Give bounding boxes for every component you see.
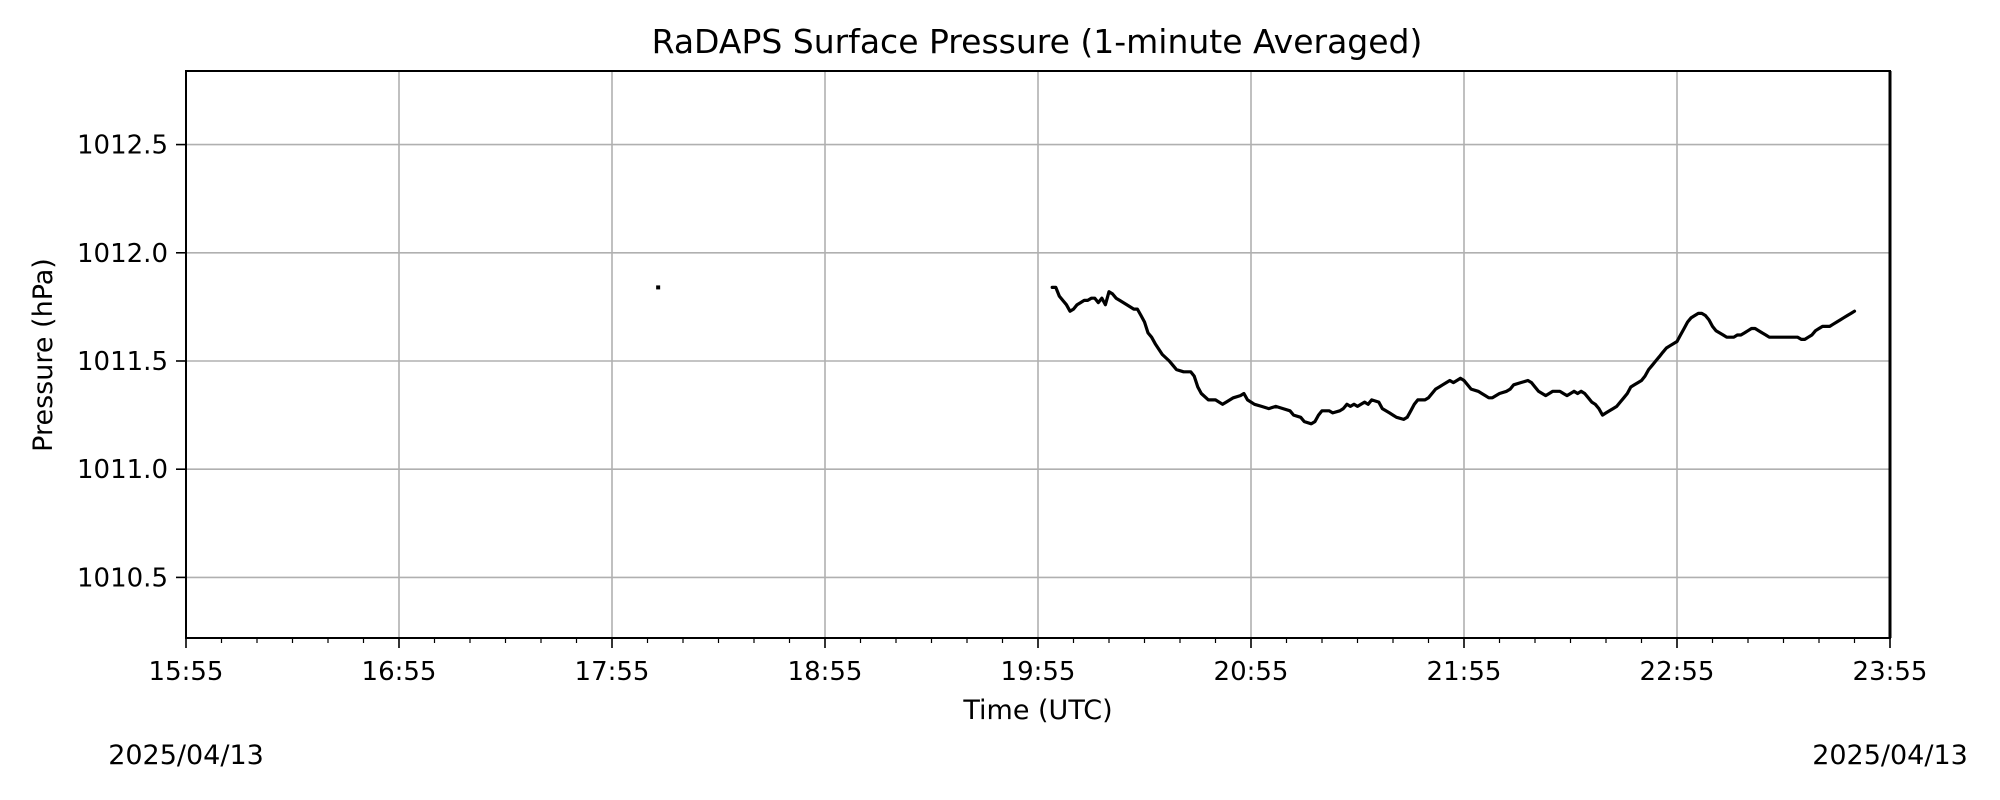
chart-title: RaDAPS Surface Pressure (1-minute Averag… — [652, 22, 1423, 61]
y-axis-label: Pressure (hPa) — [28, 258, 59, 452]
y-axis: 1010.5 1011.0 1011.5 1012.0 1012.5 — [77, 131, 186, 593]
x-axis: 15:55 16:55 17:55 18:55 19:55 20:55 21:55 22:55… — [149, 638, 1928, 687]
x-tick-label: 23:55 — [1853, 657, 1928, 687]
y-tick-label: 1010.5 — [77, 563, 168, 593]
x-tick-label: 20:55 — [1214, 657, 1289, 687]
y-tick-label: 1012.5 — [77, 131, 168, 161]
x-tick-label: 21:55 — [1427, 657, 1502, 687]
y-tick-label: 1011.5 — [77, 347, 168, 377]
x-tick-label: 19:55 — [1001, 657, 1076, 687]
date-right: 2025/04/13 — [1812, 740, 1968, 771]
x-tick-label: 22:55 — [1640, 657, 1715, 687]
pressure-series-line — [1050, 285, 1857, 426]
x-tick-label: 16:55 — [362, 657, 437, 687]
y-tick-label: 1011.0 — [77, 455, 168, 485]
x-axis-label: Time (UTC) — [962, 695, 1112, 726]
y-tick-label: 1012.0 — [77, 239, 168, 269]
data-point — [656, 285, 661, 290]
x-tick-label: 17:55 — [575, 657, 650, 687]
x-tick-label: 18:55 — [788, 657, 863, 687]
x-tick-label: 15:55 — [149, 657, 224, 687]
date-left: 2025/04/13 — [108, 740, 264, 771]
